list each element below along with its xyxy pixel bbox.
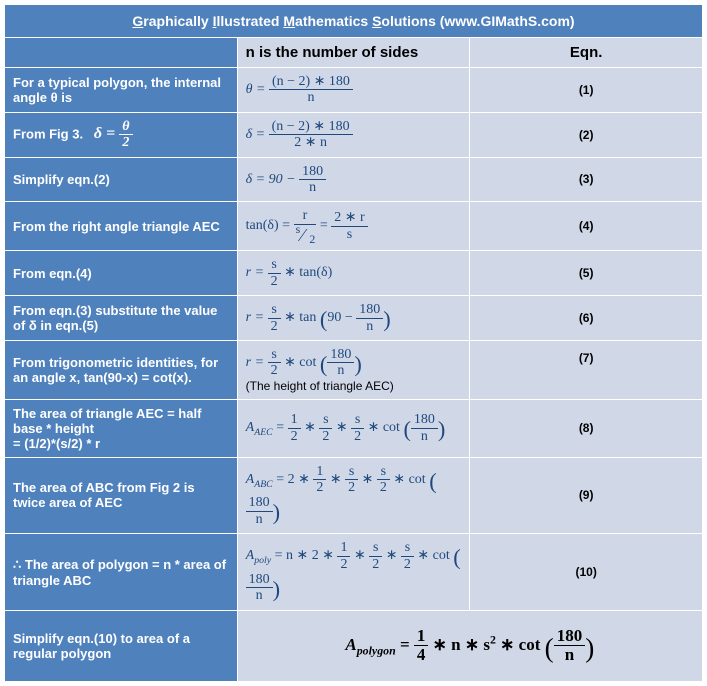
eqn-6: (6) (470, 296, 703, 341)
eqn-10: (10) (470, 534, 703, 611)
header-n-sides: n is the number of sides (237, 38, 470, 68)
eqn-4: (4) (470, 202, 703, 251)
desc-1: For a typical polygon, the internal angl… (5, 68, 238, 113)
formula-4: tan(δ) = rs⁄2 = 2 ∗ rs (237, 202, 470, 251)
formula-7-note: (The height of triangle AEC) (246, 379, 462, 393)
formula-6: r = s2 ∗ tan (90 − 180n) (237, 296, 470, 341)
desc-9: The area of ABC from Fig 2 is twice area… (5, 457, 238, 534)
header-desc (5, 38, 238, 68)
formula-5: r = s2 ∗ tan(δ) (237, 251, 470, 296)
desc-8: The area of triangle AEC = half base * h… (5, 399, 238, 457)
eqn-1: (1) (470, 68, 703, 113)
header-row: n is the number of sides Eqn. (5, 38, 703, 68)
table-row: From the right angle triangle AEC tan(δ)… (5, 202, 703, 251)
table-row-final: Simplify eqn.(10) to area of a regular p… (5, 610, 703, 681)
desc-5: From eqn.(4) (5, 251, 238, 296)
eqn-2: (2) (470, 112, 703, 157)
table-row: From eqn.(3) substitute the value of δ i… (5, 296, 703, 341)
formula-7: r = s2 ∗ cot (180n) (The height of trian… (237, 340, 470, 399)
table-row: The area of ABC from Fig 2 is twice area… (5, 457, 703, 534)
desc-3: Simplify eqn.(2) (5, 157, 238, 202)
eqn-9: (9) (470, 457, 703, 534)
table-row: From eqn.(4) r = s2 ∗ tan(δ) (5) (5, 251, 703, 296)
desc-6: From eqn.(3) substitute the value of δ i… (5, 296, 238, 341)
title-g: G (132, 13, 143, 29)
formula-3: δ = 90 − 180n (237, 157, 470, 202)
eqn-8: (8) (470, 399, 703, 457)
table-row: The area of triangle AEC = half base * h… (5, 399, 703, 457)
formula-1: θ = (n − 2) ∗ 180n (237, 68, 470, 113)
title-m: M (283, 13, 295, 29)
math-table: Graphically Illustrated Mathematics Solu… (4, 4, 703, 682)
table-row: Simplify eqn.(2) δ = 90 − 180n (3) (5, 157, 703, 202)
table-row: From trigonometric identities, for an an… (5, 340, 703, 399)
desc-final: Simplify eqn.(10) to area of a regular p… (5, 610, 238, 681)
title-row: Graphically Illustrated Mathematics Solu… (5, 5, 703, 38)
table-row: ∴ The area of polygon = n * area of tria… (5, 534, 703, 611)
desc-7: From trigonometric identities, for an an… (5, 340, 238, 399)
eqn-7: (7) (470, 340, 703, 399)
desc-10: ∴ The area of polygon = n * area of tria… (5, 534, 238, 611)
formula-9: AABC = 2 ∗ 12 ∗ s2 ∗ s2 ∗ cot (180n) (237, 457, 470, 534)
formula-8: AAEC = 12 ∗ s2 ∗ s2 ∗ cot (180n) (237, 399, 470, 457)
title-cell: Graphically Illustrated Mathematics Solu… (5, 5, 703, 38)
formula-10: Apoly = n ∗ 2 ∗ 12 ∗ s2 ∗ s2 ∗ cot (180n… (237, 534, 470, 611)
table-row: For a typical polygon, the internal angl… (5, 68, 703, 113)
formula-final: Apolygon = 14 ∗ n ∗ s2 ∗ cot (180n) (237, 610, 702, 681)
desc-2: From Fig 3. δ = θ2 (5, 112, 238, 157)
table-row: From Fig 3. δ = θ2 δ = (n − 2) ∗ 1802 ∗ … (5, 112, 703, 157)
desc-4: From the right angle triangle AEC (5, 202, 238, 251)
formula-2: δ = (n − 2) ∗ 1802 ∗ n (237, 112, 470, 157)
eqn-3: (3) (470, 157, 703, 202)
header-eqn: Eqn. (470, 38, 703, 68)
eqn-5: (5) (470, 251, 703, 296)
